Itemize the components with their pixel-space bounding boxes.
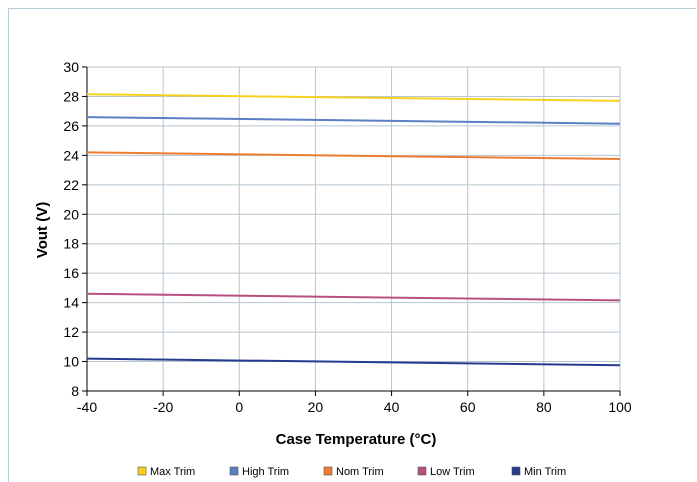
- legend-label: Max Trim: [150, 466, 195, 478]
- y-tick-label: 20: [63, 206, 79, 222]
- series-line-max-trim: [86, 93, 621, 102]
- legend-swatch: [229, 466, 239, 476]
- y-tick-label: 14: [63, 295, 79, 311]
- y-tick-label: 22: [63, 177, 79, 193]
- legend-label: Min Trim: [524, 466, 566, 478]
- y-tick-label: 18: [63, 236, 79, 252]
- legend-swatch: [511, 466, 521, 476]
- x-tick-label: 20: [308, 399, 324, 415]
- y-tick-label: 30: [63, 59, 79, 75]
- legend-swatch: [323, 466, 333, 476]
- legend-label: Low Trim: [430, 466, 475, 478]
- legend-item: Low Trim: [417, 466, 475, 478]
- series-lines: [86, 93, 621, 367]
- y-tick-label: 8: [71, 383, 79, 399]
- legend: Max Trim High Trim Nom Trim Low Trim Min Tri…: [137, 466, 566, 478]
- legend-item: Max Trim: [137, 466, 195, 478]
- x-tick-label: 40: [384, 399, 400, 415]
- legend-item: High Trim: [229, 466, 289, 478]
- legend-label: High Trim: [242, 466, 289, 478]
- series-line-low-trim: [86, 292, 621, 302]
- x-tick-label: 0: [235, 399, 243, 415]
- legend-item: Min Trim: [511, 466, 566, 478]
- y-tick-label: 12: [63, 324, 79, 340]
- y-tick-label: 16: [63, 265, 79, 281]
- legend-label: Nom Trim: [336, 466, 384, 478]
- legend-item: Nom Trim: [323, 466, 384, 478]
- y-tick-label: 26: [63, 118, 79, 134]
- x-tick-label: -40: [77, 399, 97, 415]
- y-tick-label: 24: [63, 147, 79, 163]
- grid-lines: [86, 66, 621, 392]
- x-axis-ticks: -40 -20 0 20 40 60 80 100: [77, 391, 632, 415]
- y-tick-label: 10: [63, 354, 79, 370]
- x-tick-label: -20: [153, 399, 173, 415]
- legend-swatch: [137, 466, 147, 476]
- chart-frame: [8, 8, 696, 482]
- x-axis-title: Case Temperature (°C): [276, 431, 437, 448]
- x-tick-label: 80: [536, 399, 552, 415]
- x-tick-label: 100: [608, 399, 632, 415]
- x-tick-label: 60: [460, 399, 476, 415]
- y-tick-label: 28: [63, 88, 79, 104]
- y-axis-ticks: 8 10 12 14 16 18 20 22 24 26 28 30: [63, 59, 87, 399]
- series-line-min-trim: [86, 357, 621, 367]
- y-axis-title: Vout (V): [34, 202, 51, 258]
- series-line-nom-trim: [86, 151, 621, 161]
- legend-swatch: [417, 466, 427, 476]
- series-line-high-trim: [86, 116, 621, 125]
- plot-area-border: [86, 67, 620, 392]
